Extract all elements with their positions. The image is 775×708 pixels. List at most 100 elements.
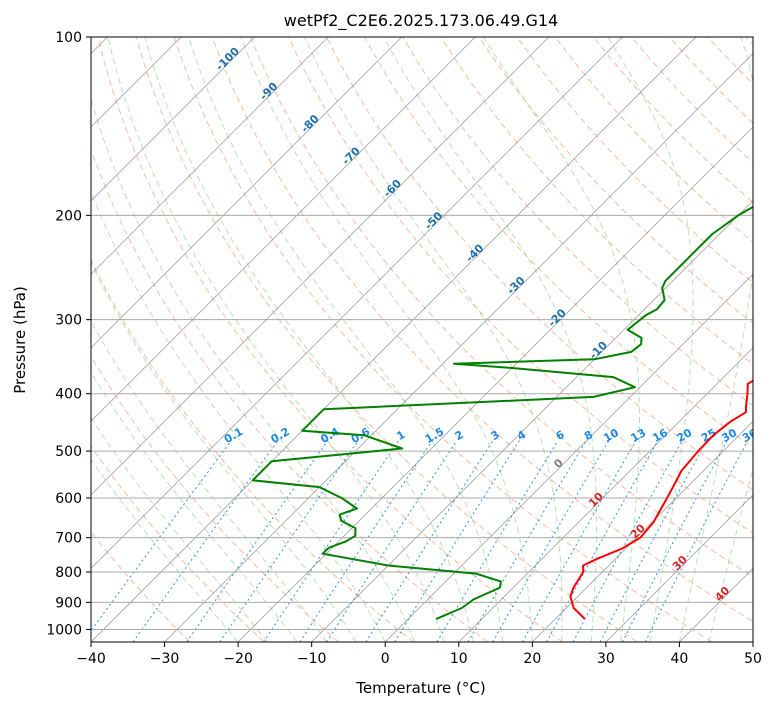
isotherm-line [605, 494, 753, 642]
dry-adiabat [745, 37, 753, 46]
moist-adiabat [91, 370, 298, 642]
isotherm-line [91, 37, 403, 349]
isotherm-line [91, 37, 255, 202]
mixing-ratio-line [436, 440, 559, 642]
moist-adiabat [91, 96, 416, 642]
y-axis-title: Pressure (hPa) [11, 286, 29, 394]
moist-adiabat [91, 320, 327, 642]
dry-adiabat [135, 37, 638, 642]
dry-adiabat [669, 37, 753, 125]
isotherm-line [458, 347, 753, 642]
mixing-ratio-label: 0.4 [318, 425, 342, 446]
mixing-ratio-line [326, 440, 458, 642]
isotherm-line [91, 37, 550, 496]
x-tick-label: 50 [744, 651, 762, 667]
isotherm-line [91, 37, 476, 422]
moist-adiabat [483, 37, 640, 642]
mixing-ratio-label: 13 [628, 426, 648, 445]
dry-adiabat [707, 37, 753, 85]
dry-adiabat [91, 148, 489, 642]
isotherm-line [91, 37, 697, 642]
moist-adiabat [383, 37, 598, 642]
dry-adiabat [211, 37, 753, 623]
x-axis-title: Temperature (°C) [355, 679, 485, 697]
dry-adiabat [516, 37, 753, 284]
y-tick-label: 800 [55, 565, 82, 581]
moist-adiabat [91, 190, 386, 642]
y-tick-label: 700 [55, 531, 82, 547]
x-tick-label: −40 [76, 651, 106, 667]
mixing-ratio-line [219, 440, 359, 642]
temperature-profile [569, 379, 753, 620]
isotherm-line [164, 52, 753, 642]
moist-adiabat [91, 458, 239, 642]
mixing-ratio-label: 20 [675, 426, 695, 445]
x-tick-label: −20 [223, 651, 253, 667]
mixing-ratio-label: 25 [699, 426, 719, 445]
dry-adiabat [592, 37, 753, 204]
y-tick-label: 100 [55, 30, 82, 46]
isotherm-label: 40 [712, 584, 732, 604]
moist-adiabat [708, 466, 753, 642]
dry-adiabat-label: -80 [298, 112, 321, 135]
x-tick-label: 20 [523, 651, 541, 667]
dry-adiabat [173, 37, 713, 642]
mixing-ratio-line [132, 440, 279, 642]
moist-adiabat [678, 37, 753, 642]
dry-adiabat [554, 37, 753, 244]
dry-adiabat-label: -100 [213, 44, 242, 73]
mixing-ratio-label: 10 [601, 426, 621, 445]
mixing-ratio-line [91, 440, 232, 632]
x-tick-label: 10 [450, 651, 468, 667]
moist-adiabat [107, 37, 445, 642]
moist-adiabat [304, 37, 563, 642]
chart-title: wetPf2_C2E6.2025.173.06.49.G14 [284, 11, 558, 31]
x-tick-label: 40 [671, 651, 689, 667]
isotherm-line [679, 567, 753, 642]
mixing-ratio-line [644, 440, 749, 642]
moist-adiabat [188, 37, 504, 642]
moist-adiabat [144, 37, 474, 642]
y-tick-label: 1000 [46, 622, 82, 638]
isotherm-line [384, 273, 753, 642]
mixing-ratio-label: 2 [453, 428, 466, 443]
x-tick-label: −10 [297, 651, 327, 667]
y-tick-label: 900 [55, 595, 82, 611]
dry-adiabat-label: -30 [504, 274, 527, 297]
mixing-ratio-line [492, 440, 610, 642]
mixing-ratio-label: 0.2 [269, 425, 292, 446]
mixing-ratio-label: 8 [582, 428, 595, 443]
y-tick-label: 500 [55, 444, 82, 460]
dry-adiabat [97, 37, 563, 642]
mixing-ratio-line [394, 440, 520, 642]
y-tick-label: 200 [55, 208, 82, 224]
dry-adiabat-label: -90 [257, 80, 280, 103]
mixing-ratio-line [599, 440, 708, 642]
mixing-ratio-line [263, 440, 400, 642]
dry-adiabat [91, 355, 340, 642]
y-tick-label: 400 [55, 387, 82, 403]
dry-adiabat-label: -20 [546, 306, 569, 329]
dry-adiabat-label: -60 [381, 177, 404, 200]
x-tick-label: −30 [150, 651, 180, 667]
moist-adiabat [91, 416, 268, 642]
mixing-ratio-line [546, 440, 659, 642]
mixing-ratio-line [572, 440, 683, 642]
dry-adiabat [326, 37, 753, 491]
plot-frame [90, 36, 754, 643]
isotherm-line [237, 126, 753, 642]
mixing-ratio-line [299, 440, 433, 642]
isotherm-label: 10 [586, 490, 606, 510]
moist-adiabat [607, 37, 694, 642]
x-tick-label: 30 [597, 651, 615, 667]
mixing-ratio-label: 6 [554, 428, 567, 443]
isotherm-line [91, 37, 623, 570]
dry-adiabat [478, 37, 753, 324]
mixing-ratio-line [365, 440, 494, 642]
dry-adiabat [91, 445, 265, 642]
mixing-ratio-label: 1 [394, 428, 407, 443]
y-tick-label: 300 [55, 313, 82, 329]
moist-adiabat [240, 37, 533, 642]
mixing-ratio-label: 4 [515, 428, 528, 443]
